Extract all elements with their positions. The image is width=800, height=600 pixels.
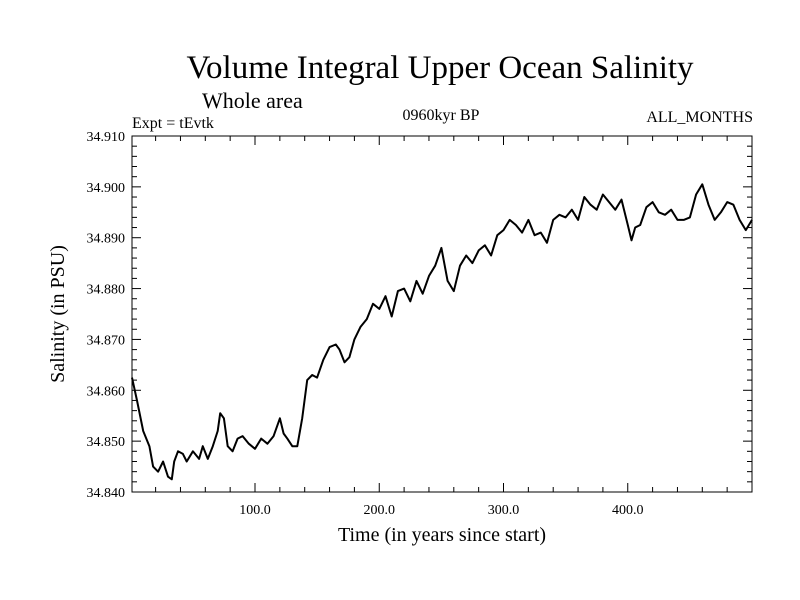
- x-tick-label: 100.0: [239, 503, 271, 518]
- y-axis-label: Salinity (in PSU): [47, 245, 69, 383]
- plot-frame: [131, 135, 753, 493]
- x-axis: 100.0 200.0 300.0 400.0: [155, 136, 728, 518]
- y-tick-label: 34.860: [87, 384, 126, 399]
- chart-subtitle: Whole area: [202, 88, 303, 113]
- x-axis-label: Time (in years since start): [338, 524, 546, 546]
- y-tick-label: 34.870: [87, 333, 126, 348]
- salinity-series-line: [131, 183, 753, 481]
- y-tick-label: 34.900: [87, 181, 126, 196]
- experiment-label: Expt = tEvtk: [132, 115, 214, 132]
- y-tick-label: 34.840: [87, 486, 126, 501]
- y-axis: 34.840 34.850 34.860 34.870 34.880 34.890 34.9…: [87, 130, 752, 501]
- x-tick-label: 400.0: [612, 503, 644, 518]
- y-tick-label: 34.850: [87, 435, 126, 450]
- months-label: ALL_MONTHS: [646, 109, 753, 126]
- y-tick-label: 34.910: [87, 130, 126, 145]
- y-tick-label: 34.890: [87, 232, 126, 247]
- y-tick-label: 34.880: [87, 283, 126, 298]
- chart-title: Volume Integral Upper Ocean Salinity: [186, 50, 694, 86]
- period-label: 0960kyr BP: [403, 107, 480, 124]
- x-tick-label: 200.0: [364, 503, 396, 518]
- x-tick-label: 300.0: [488, 503, 520, 518]
